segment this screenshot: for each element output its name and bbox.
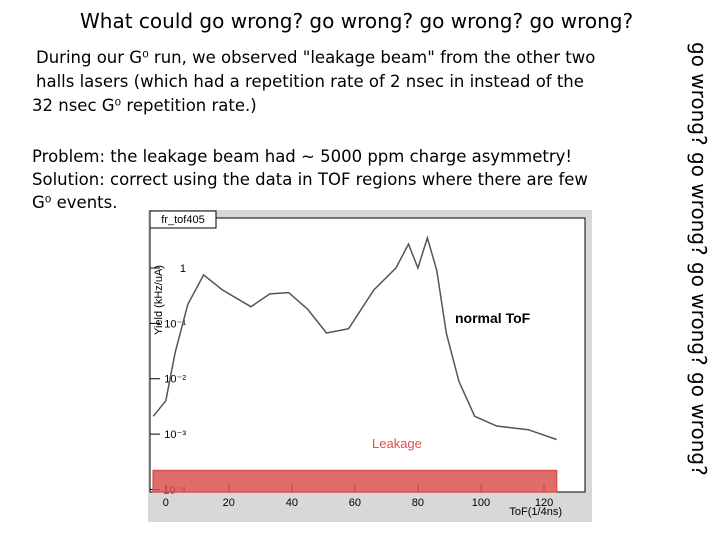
paragraph-line: 32 nsec G⁰ repetition rate.) (32, 96, 257, 115)
paragraph-line: Solution: correct using the data in TOF … (32, 170, 588, 189)
y-tick-label: 10⁻² (164, 374, 186, 386)
x-tick-label: 60 (349, 497, 361, 509)
y-tick-label: 10⁻¹ (164, 318, 186, 330)
side-text: go wrong? go wrong? go wrong? go wrong? (687, 42, 711, 476)
y-tick-label: 1 (180, 263, 186, 275)
plot-frame (149, 217, 586, 493)
x-tick-label: 0 (163, 497, 169, 509)
x-axis-label: ToF(1/4ns) (509, 506, 562, 518)
series-annotation: Leakage (372, 436, 422, 451)
x-tick-label: 20 (223, 497, 235, 509)
series-line (152, 235, 557, 441)
paragraph-line: During our G⁰ run, we observed "leakage … (36, 48, 595, 67)
series-annotation: normal ToF (455, 310, 531, 326)
y-axis-label: Yield (kHz/uA) (153, 265, 165, 335)
x-tick-label: 80 (412, 497, 424, 509)
paragraph-line: halls lasers (which had a repetition rat… (36, 72, 584, 91)
series-area (152, 469, 558, 493)
y-tick-label: 10⁻³ (164, 429, 186, 441)
x-tick-label: 40 (286, 497, 298, 509)
paragraph-line: Problem: the leakage beam had ~ 5000 ppm… (32, 147, 572, 166)
slide-title: What could go wrong? go wrong? go wrong?… (80, 9, 633, 33)
paragraph-line: G⁰ events. (32, 193, 117, 212)
hist-title-box (149, 210, 217, 229)
x-tick-label: 100 (472, 497, 490, 509)
hist-title: fr_tof405 (161, 214, 204, 226)
x-tick-label: 120 (535, 497, 553, 509)
